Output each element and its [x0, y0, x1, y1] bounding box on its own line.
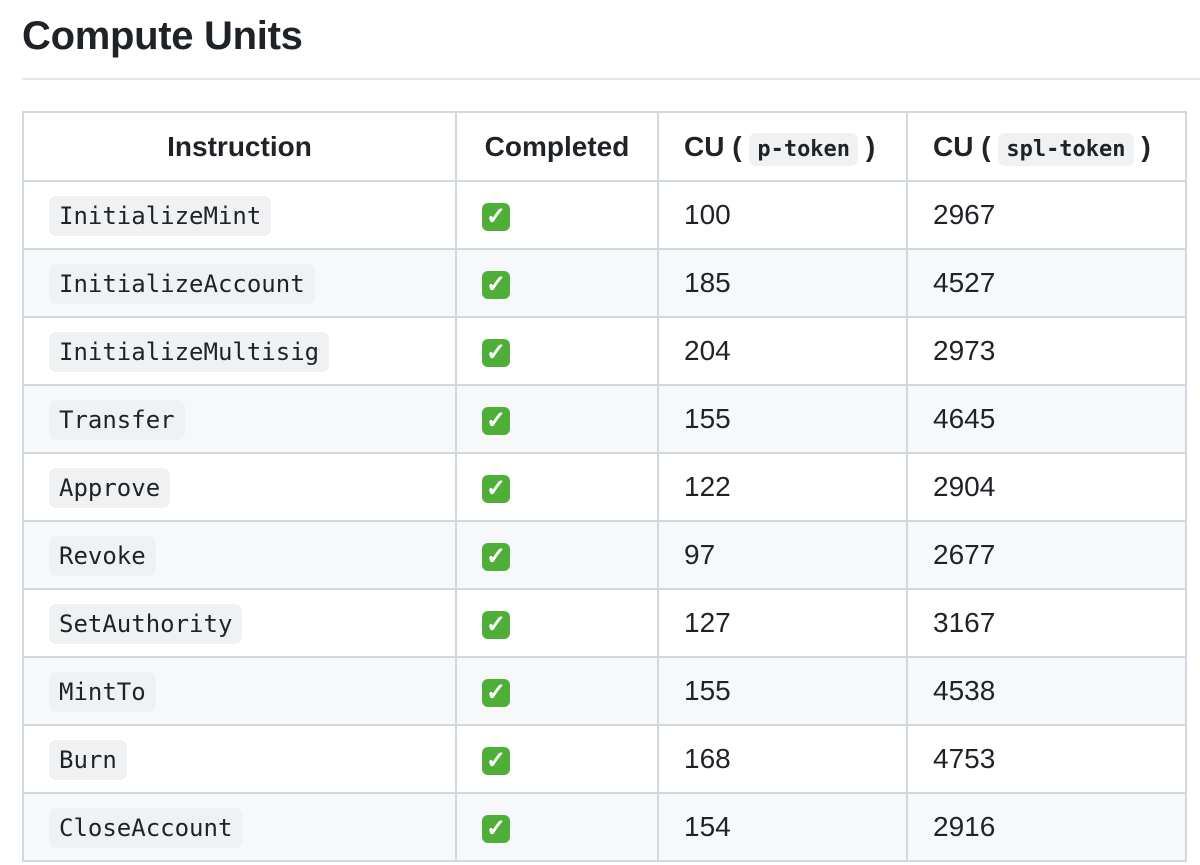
p-token-cu-cell: 204 [657, 316, 908, 386]
instruction-cell: MintTo [22, 656, 457, 726]
instruction-cell: Burn [22, 724, 457, 794]
completed-cell: ✓ [455, 656, 659, 726]
spl-token-cu-cell: 4645 [906, 384, 1187, 454]
header-completed: Completed [455, 111, 659, 182]
table-row: InitializeMultisig ✓ 204 2973 [22, 316, 1187, 386]
check-mark-icon: ✓ [482, 815, 510, 843]
table-row: InitializeMint ✓ 100 2967 [22, 180, 1187, 250]
header-code: spl-token [998, 132, 1134, 166]
instruction-name: Revoke [49, 536, 156, 576]
completed-cell: ✓ [455, 452, 659, 522]
check-mark-icon: ✓ [482, 339, 510, 367]
check-mark-icon: ✓ [482, 271, 510, 299]
spl-token-cu-cell: 4538 [906, 656, 1187, 726]
table-row: Revoke ✓ 97 2677 [22, 520, 1187, 590]
completed-cell: ✓ [455, 792, 659, 862]
spl-token-cu-cell: 3167 [906, 588, 1187, 658]
check-mark-icon: ✓ [482, 203, 510, 231]
p-token-cu-cell: 155 [657, 656, 908, 726]
check-mark-icon: ✓ [482, 747, 510, 775]
header-code: p-token [749, 132, 859, 166]
instruction-name: InitializeMint [49, 196, 272, 236]
table-row: Approve ✓ 122 2904 [22, 452, 1187, 522]
table-row: Transfer ✓ 155 4645 [22, 384, 1187, 454]
p-token-cu-cell: 127 [657, 588, 908, 658]
title-divider [22, 78, 1200, 80]
compute-units-table: Instruction Completed CU ( p-token ) CU … [22, 111, 1187, 862]
instruction-name: InitializeAccount [49, 264, 315, 304]
instruction-cell: CloseAccount [22, 792, 457, 862]
page-title: Compute Units [22, 14, 303, 58]
check-mark-icon: ✓ [482, 475, 510, 503]
check-mark-icon: ✓ [482, 543, 510, 571]
instruction-name: Transfer [49, 400, 185, 440]
instruction-cell: Transfer [22, 384, 457, 454]
instruction-cell: InitializeMint [22, 180, 457, 250]
instruction-cell: Approve [22, 452, 457, 522]
instruction-name: Approve [49, 468, 171, 508]
completed-cell: ✓ [455, 520, 659, 590]
completed-cell: ✓ [455, 384, 659, 454]
completed-cell: ✓ [455, 316, 659, 386]
completed-cell: ✓ [455, 724, 659, 794]
spl-token-cu-cell: 2973 [906, 316, 1187, 386]
p-token-cu-cell: 122 [657, 452, 908, 522]
table-row: Burn ✓ 168 4753 [22, 724, 1187, 794]
header-suffix: ) [865, 130, 876, 162]
completed-cell: ✓ [455, 248, 659, 318]
spl-token-cu-cell: 2677 [906, 520, 1187, 590]
instruction-name: CloseAccount [49, 808, 243, 848]
header-row: Instruction Completed CU ( p-token ) CU … [22, 111, 1187, 182]
instruction-cell: SetAuthority [22, 588, 457, 658]
table-row: CloseAccount ✓ 154 2916 [22, 792, 1187, 862]
spl-token-cu-cell: 4753 [906, 724, 1187, 794]
header-instruction: Instruction [22, 111, 457, 182]
spl-token-cu-cell: 4527 [906, 248, 1187, 318]
spl-token-cu-cell: 2916 [906, 792, 1187, 862]
instruction-name: Burn [49, 740, 127, 780]
instruction-name: InitializeMultisig [49, 332, 330, 372]
spl-token-cu-cell: 2967 [906, 180, 1187, 250]
instruction-cell: InitializeMultisig [22, 316, 457, 386]
p-token-cu-cell: 168 [657, 724, 908, 794]
header-cu-p-token: CU ( p-token ) [657, 111, 908, 182]
header-prefix: CU ( [684, 130, 742, 162]
check-mark-icon: ✓ [482, 611, 510, 639]
table-row: MintTo ✓ 155 4538 [22, 656, 1187, 726]
instruction-cell: InitializeAccount [22, 248, 457, 318]
instruction-name: SetAuthority [49, 604, 243, 644]
p-token-cu-cell: 185 [657, 248, 908, 318]
completed-cell: ✓ [455, 180, 659, 250]
instruction-cell: Revoke [22, 520, 457, 590]
check-mark-icon: ✓ [482, 679, 510, 707]
spl-token-cu-cell: 2904 [906, 452, 1187, 522]
table-row: SetAuthority ✓ 127 3167 [22, 588, 1187, 658]
table-row: InitializeAccount ✓ 185 4527 [22, 248, 1187, 318]
p-token-cu-cell: 100 [657, 180, 908, 250]
header-prefix: CU ( [933, 130, 991, 162]
p-token-cu-cell: 154 [657, 792, 908, 862]
header-cu-spl-token: CU ( spl-token ) [906, 111, 1187, 182]
p-token-cu-cell: 155 [657, 384, 908, 454]
instruction-name: MintTo [49, 672, 156, 712]
check-mark-icon: ✓ [482, 407, 510, 435]
completed-cell: ✓ [455, 588, 659, 658]
header-suffix: ) [1141, 130, 1151, 162]
p-token-cu-cell: 97 [657, 520, 908, 590]
